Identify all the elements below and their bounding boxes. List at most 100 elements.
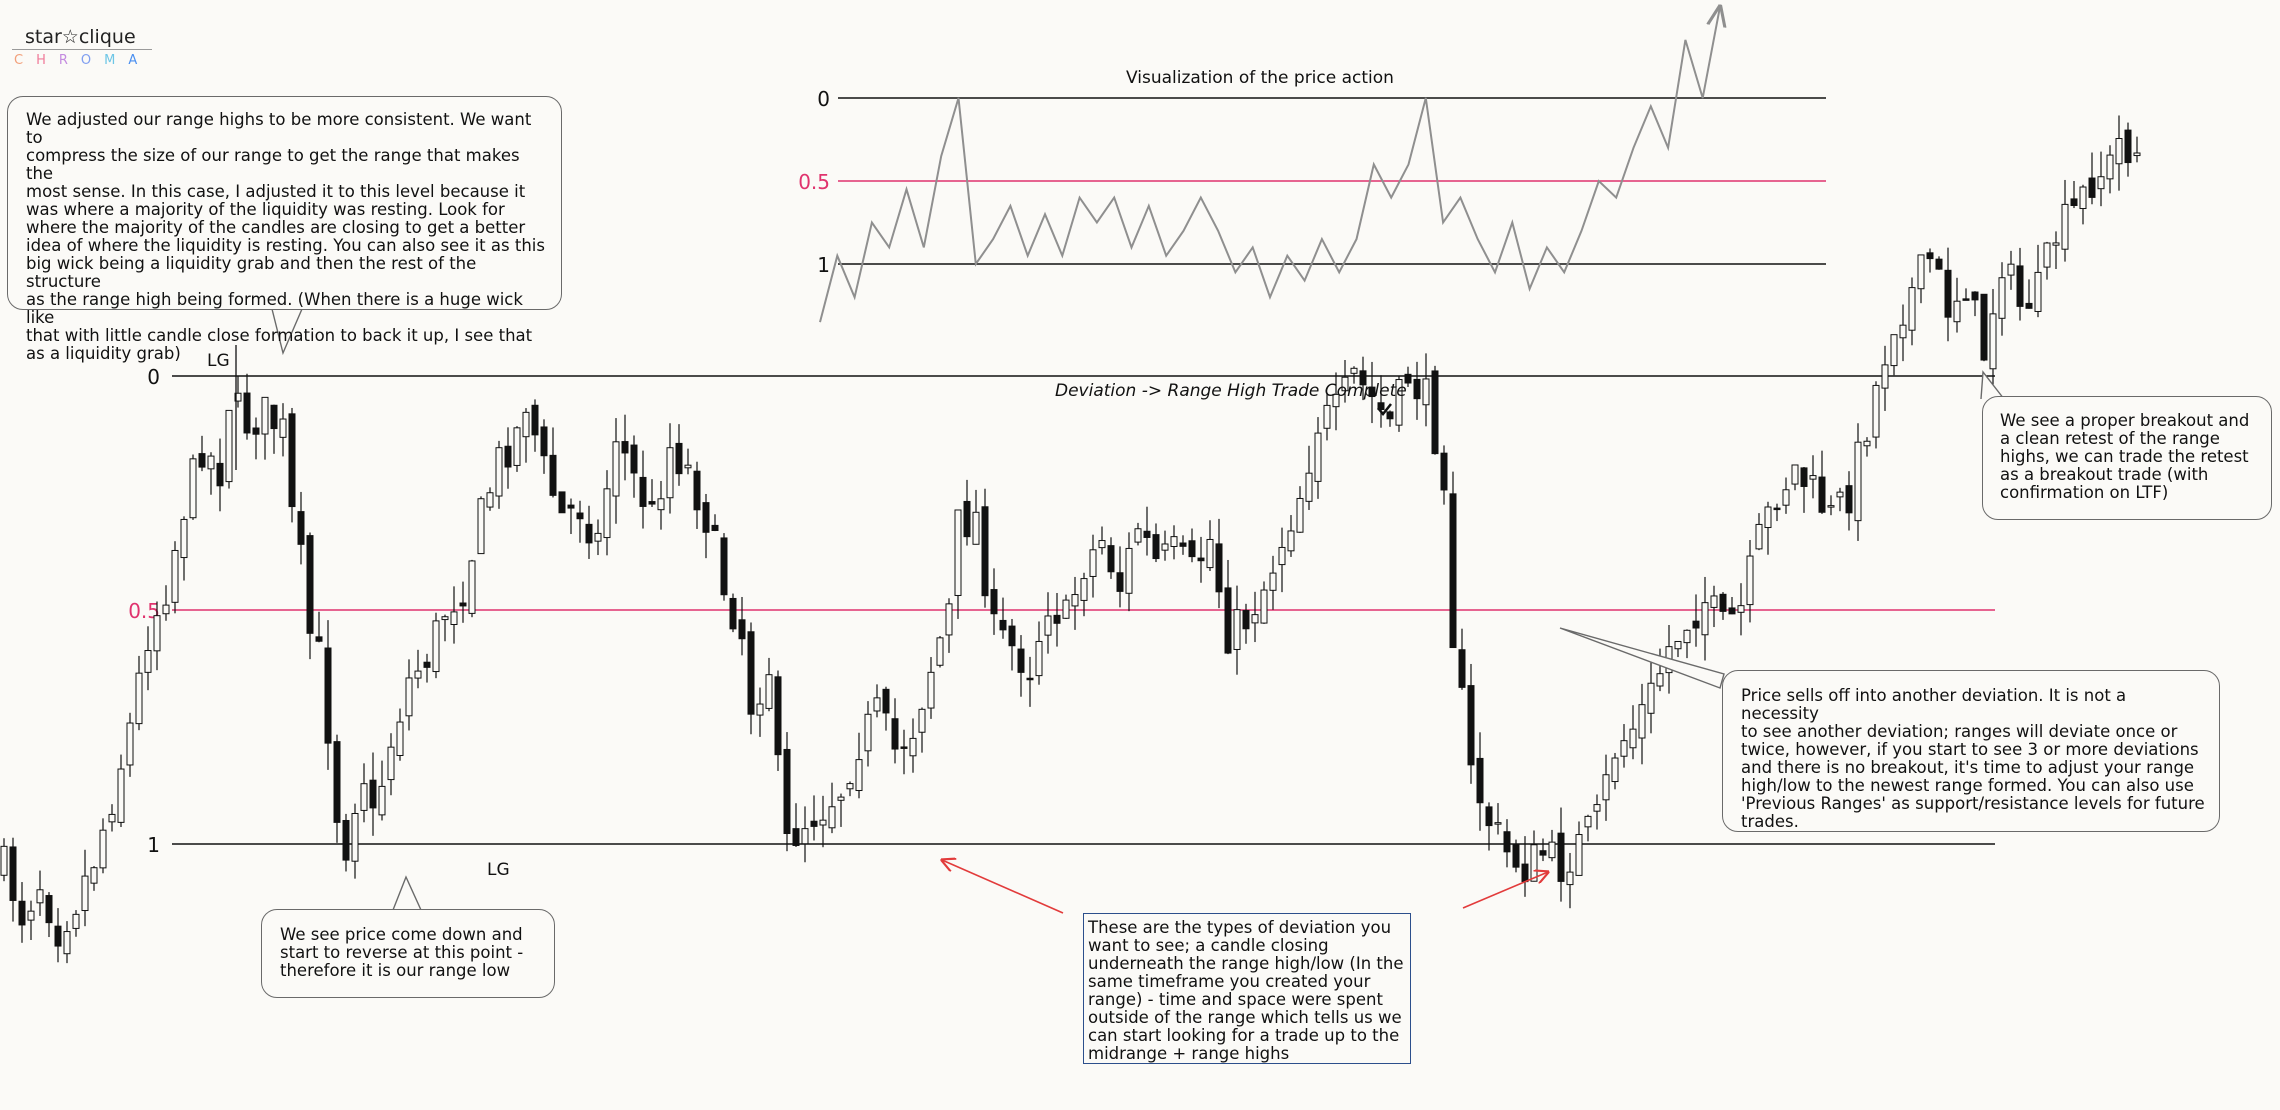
candle-body <box>162 604 170 615</box>
candle-body <box>189 458 197 519</box>
candle-body <box>1278 546 1286 566</box>
candle-body <box>216 462 224 487</box>
inset-label-1: 1 <box>817 253 830 277</box>
candle-body <box>756 703 764 716</box>
logo-letter: H <box>36 53 59 68</box>
candle-body <box>1854 441 1862 522</box>
candle-body <box>684 464 692 469</box>
candle-body <box>1872 384 1880 438</box>
candle-body <box>1926 252 1934 260</box>
candle-body <box>1449 493 1457 649</box>
candle-body <box>1404 373 1412 384</box>
candle-body <box>1377 402 1385 411</box>
candle-body <box>63 931 71 955</box>
candle-body <box>882 688 890 714</box>
candle-body <box>1152 534 1160 560</box>
candle-body <box>936 637 944 666</box>
candle-body <box>198 453 206 468</box>
candle-body <box>1503 831 1511 853</box>
candle-body <box>1989 313 1997 370</box>
logo-divider <box>12 49 152 50</box>
candle-body <box>1800 467 1808 487</box>
candle-body <box>324 647 332 744</box>
candle-body <box>18 900 26 926</box>
candle-body <box>1827 505 1835 508</box>
candle-body <box>2133 152 2141 157</box>
candle-body <box>711 524 719 531</box>
candle-body <box>765 674 773 709</box>
candle-body <box>414 670 422 679</box>
candle-body <box>594 532 602 542</box>
candle-body <box>1044 615 1052 636</box>
candle-body <box>1296 497 1304 533</box>
candle-body <box>864 713 872 752</box>
candle-body <box>1341 376 1349 392</box>
checkmark-icon <box>1377 403 1392 416</box>
candle-body <box>2097 176 2105 190</box>
candle-body <box>1620 740 1628 757</box>
candle-body <box>819 819 827 826</box>
candle-body <box>2124 129 2132 164</box>
candle-body <box>378 785 386 816</box>
candle-body <box>1809 475 1817 480</box>
candle-body <box>1962 298 1970 301</box>
range-high-pointer <box>271 308 303 356</box>
candle-body <box>801 828 809 845</box>
candle-body <box>1413 378 1421 400</box>
candle-body <box>675 442 683 475</box>
brand-logo-subtitle-text: CHROMA <box>14 53 150 68</box>
candle-body <box>477 498 485 555</box>
candle-body <box>1908 287 1916 331</box>
candle-body <box>837 796 845 801</box>
candle-body <box>1476 757 1484 804</box>
candle-body <box>1917 254 1925 290</box>
candle-body <box>171 549 179 603</box>
candle-body <box>1998 277 2006 319</box>
candle-body <box>1638 704 1646 739</box>
candle-body <box>540 426 548 457</box>
candle-body <box>1323 404 1331 429</box>
candle-body <box>36 889 44 904</box>
candle-body <box>1629 728 1637 749</box>
candle-body <box>1881 364 1889 389</box>
candle-body <box>27 910 35 921</box>
candle-body <box>828 806 836 829</box>
level-label-high: 0 <box>147 365 160 389</box>
candle-body <box>945 603 953 636</box>
candle-body <box>1719 593 1727 612</box>
candle-body <box>1107 545 1115 573</box>
candle-body <box>1521 863 1529 883</box>
candle-body <box>1692 620 1700 629</box>
candle-body <box>693 470 701 511</box>
brand-logo-subtitle: CHROMA <box>14 53 150 68</box>
candle-body <box>117 768 125 823</box>
candle-body <box>783 748 791 835</box>
candle-body <box>252 427 260 435</box>
candle-body <box>1458 649 1466 688</box>
candle-body <box>1782 489 1790 506</box>
candle-body <box>1791 464 1799 485</box>
candle-body <box>180 518 188 559</box>
candle-body <box>1116 572 1124 592</box>
candle-body <box>504 445 512 468</box>
candle-body <box>9 846 17 901</box>
brand-logo: star☆clique <box>25 26 136 48</box>
candle-body <box>1431 370 1439 455</box>
candle-body <box>1548 841 1556 859</box>
candle-body <box>1530 844 1538 882</box>
candle-body <box>1701 602 1709 636</box>
candle-body <box>432 620 440 673</box>
candle-body <box>972 511 980 545</box>
candle-body <box>1764 506 1772 529</box>
candle-body <box>1125 547 1133 594</box>
candle-body <box>738 619 746 640</box>
candle-body <box>1098 540 1106 549</box>
candle-body <box>2079 186 2087 210</box>
candle-body <box>1170 536 1178 547</box>
candle-body <box>1287 530 1295 552</box>
candle-body <box>207 455 215 470</box>
candle-body <box>2106 154 2114 180</box>
candle-body <box>1746 555 1754 606</box>
inset-label-05: 0.5 <box>798 170 830 194</box>
inset-zigzag-line <box>819 7 1720 323</box>
